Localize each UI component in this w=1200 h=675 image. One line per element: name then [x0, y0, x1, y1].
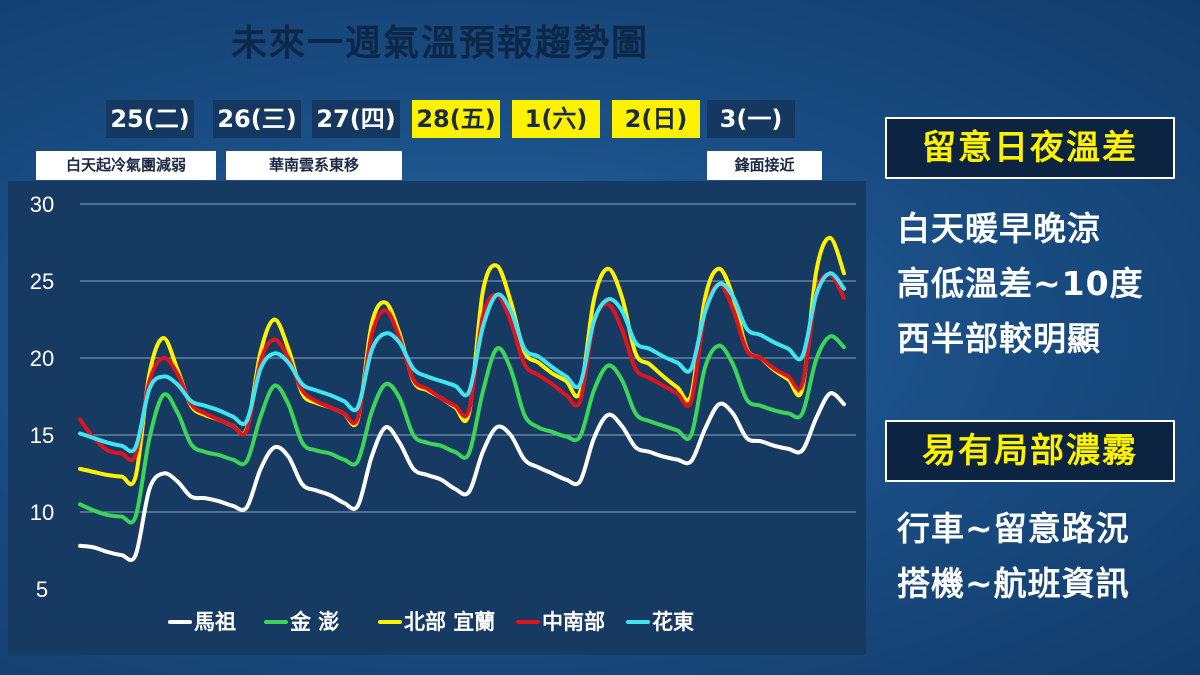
weather-note-front-approaching: 鋒面接近: [707, 151, 822, 180]
day-header-6: 3(一): [707, 100, 795, 138]
day-header-3: 28(五): [412, 100, 500, 138]
day-header-1: 26(三): [213, 100, 301, 138]
day-header-2: 27(四): [312, 100, 400, 138]
side-line-west-half: 西半部較明顯: [897, 319, 1101, 358]
series-line-4: [78, 271, 846, 454]
y-tick-label: 25: [30, 269, 54, 294]
series-line-1: [78, 334, 846, 525]
y-tick-label: 10: [30, 500, 54, 525]
y-tick-label: 30: [30, 192, 54, 217]
weather-note-clouds-move-east: 華南雲系東移: [226, 151, 402, 180]
day-header-0: 25(二): [106, 100, 194, 138]
day-header-5: 2(日): [612, 100, 700, 138]
day-header-4: 1(六): [512, 100, 600, 138]
y-tick-label: 20: [30, 346, 54, 371]
legend-label-4: 花東: [652, 610, 694, 634]
side-line-temperature-gap: 高低溫差~10度: [897, 264, 1144, 303]
weather-note-cold-weakens: 白天起冷氣團減弱: [36, 151, 216, 180]
page-title: 未來一週氣溫預報趨勢圖: [230, 23, 649, 64]
temperature-trend-chart: 30 25 20 15 10 5 馬祖 金 澎 北部 宜蘭 中南部 花東: [8, 181, 866, 655]
side-line-day-warm-night-cool: 白天暖早晚涼: [897, 209, 1101, 248]
legend-label-1: 金 澎: [289, 610, 339, 634]
chart-background: [8, 181, 866, 655]
side-line-flight: 搭機~航班資訊: [897, 564, 1130, 603]
y-tick-label: 15: [30, 423, 54, 448]
side-line-driving: 行車~留意路況: [897, 509, 1130, 548]
legend-label-3: 中南部: [542, 610, 605, 634]
series-line-0: [78, 391, 846, 563]
y-tick-label: 5: [36, 577, 48, 602]
side-box-fog-title: 易有局部濃霧: [885, 420, 1175, 482]
legend-label-2: 北部 宜蘭: [404, 610, 495, 634]
legend-label-0: 馬祖: [194, 610, 236, 634]
side-box-temperature-difference-title: 留意日夜溫差: [885, 117, 1175, 179]
